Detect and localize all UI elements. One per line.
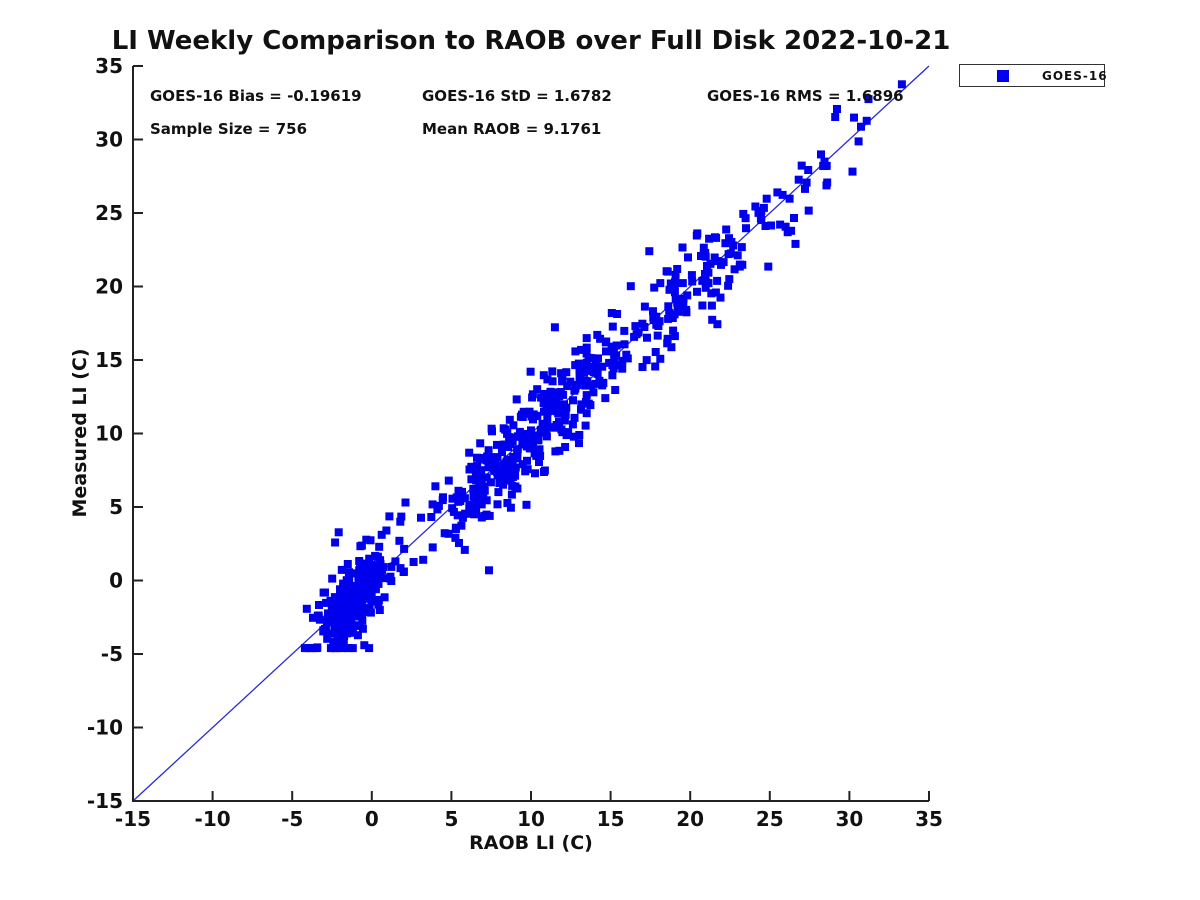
stat-rms: GOES-16 RMS = 1.6896 — [707, 87, 904, 105]
x-tick-label: -5 — [281, 807, 303, 831]
stat-mean-raob: Mean RAOB = 9.1761 — [422, 120, 602, 138]
legend-marker-icon — [997, 69, 1009, 82]
x-tick-label: 0 — [365, 807, 379, 831]
stat-std: GOES-16 StD = 1.6782 — [422, 87, 612, 105]
x-tick-label: 20 — [676, 807, 704, 831]
y-tick-label: -5 — [101, 642, 123, 666]
stat-sample-size: Sample Size = 756 — [150, 120, 308, 138]
x-tick-label: 5 — [444, 807, 458, 831]
y-tick-label: 0 — [109, 569, 123, 593]
legend: GOES-16 — [959, 64, 1108, 87]
y-axis-label: Measured LI (C) — [69, 348, 91, 518]
legend-label: GOES-16 — [1042, 68, 1108, 83]
x-tick-label: 15 — [597, 807, 625, 831]
stat-bias: GOES-16 Bias = -0.19619 — [150, 87, 362, 105]
y-tick-label: -10 — [87, 716, 123, 740]
y-tick-label: -15 — [87, 789, 123, 813]
x-tick-label: -10 — [195, 807, 231, 831]
y-tick-label: 15 — [95, 348, 123, 372]
y-tick-label: 5 — [109, 495, 123, 519]
y-tick-label: 25 — [95, 201, 123, 225]
y-tick-label: 10 — [95, 422, 123, 446]
x-axis-label: RAOB LI (C) — [469, 832, 593, 854]
x-tick-label: -15 — [115, 807, 151, 831]
x-tick-label: 10 — [517, 807, 545, 831]
y-tick-label: 35 — [95, 54, 123, 78]
y-tick-label: 20 — [95, 275, 123, 299]
x-tick-label: 35 — [915, 807, 943, 831]
x-tick-label: 25 — [756, 807, 784, 831]
x-tick-label: 30 — [835, 807, 863, 831]
chart-title: LI Weekly Comparison to RAOB over Full D… — [111, 26, 951, 56]
y-tick-label: 30 — [95, 128, 123, 152]
goes16-scatter-points — [300, 80, 906, 653]
